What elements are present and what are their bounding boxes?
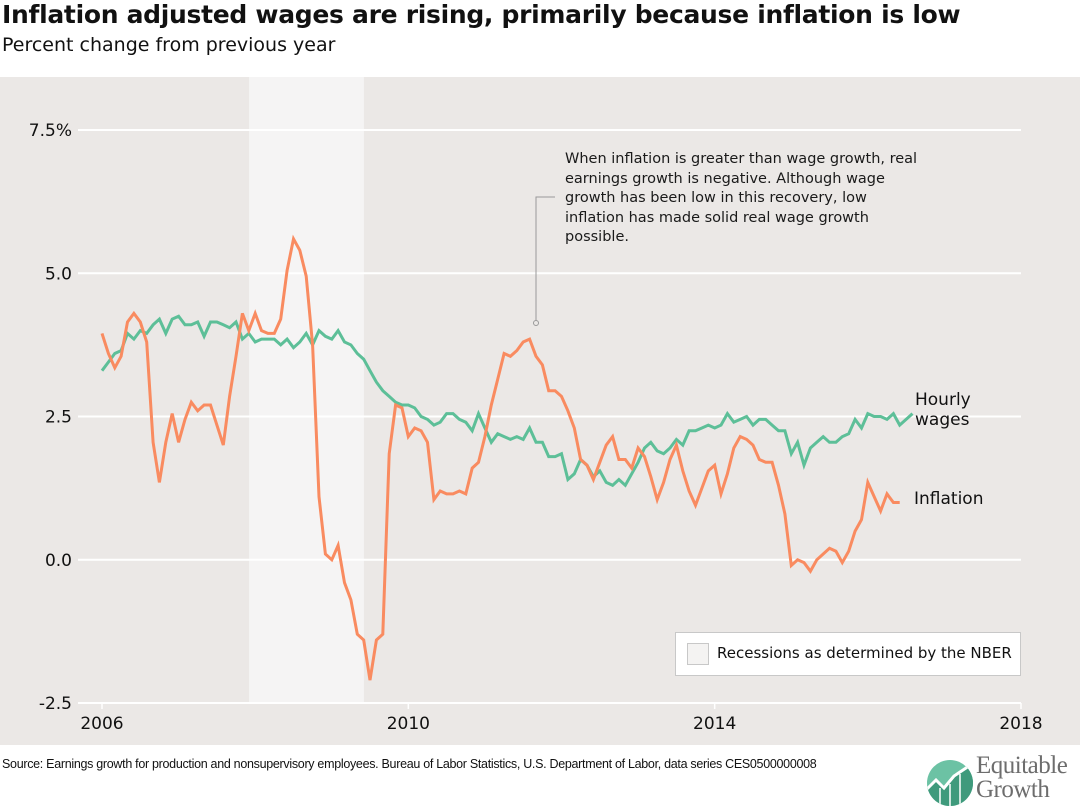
annotation-leader-line [535,196,555,322]
y-tick-label: 0.0 [45,551,72,571]
logo-line2: Growth [976,776,1050,803]
series-line-inflation [100,234,900,681]
chart-subtitle: Percent change from previous year [2,34,336,56]
recession-bands [249,77,364,703]
y-tick-label: 2.5 [45,408,72,428]
logo-line1: Equitable [976,752,1068,779]
y-tick-label: 7.5% [29,121,72,141]
x-tick-label: 2006 [80,714,123,734]
logo-wordmark: Equitable Growth [976,752,1068,803]
logo-mark-icon [927,760,973,806]
series-line-hourly-wages [100,314,914,488]
y-tick-label: -2.5 [39,694,72,714]
annotation-leader [533,196,555,326]
series-label-inflation: Inflation [914,489,984,509]
source-note: Source: Earnings growth for production a… [2,757,817,771]
series-label-wages: Hourly wages [915,390,971,430]
y-tick-label: 5.0 [45,264,72,284]
chart-title: Inflation adjusted wages are rising, pri… [2,0,961,29]
recession-swatch [687,643,709,665]
gridlines [78,129,1021,704]
legend: Recessions as determined by the NBER [675,632,1021,676]
equitable-growth-logo: Equitable Growth [926,752,1080,810]
y-axis: -2.5 0.0 2.5 5.0 7.5% [29,121,72,714]
series-label-wages-line1: Hourly [915,390,971,410]
annotation-leader-dot [533,320,539,326]
legend-label-recession: Recessions as determined by the NBER [717,644,1012,662]
recession-band [249,77,364,703]
x-tick-label: 2018 [999,714,1042,734]
x-tick-label: 2010 [387,714,430,734]
x-tick-label: 2014 [693,714,736,734]
annotation-text: When inflation is greater than wage grow… [565,151,918,245]
series-lines [100,234,914,681]
x-axis: 2006 2010 2014 2018 [80,703,1043,734]
series-label-wages-line2: wages [915,410,970,430]
